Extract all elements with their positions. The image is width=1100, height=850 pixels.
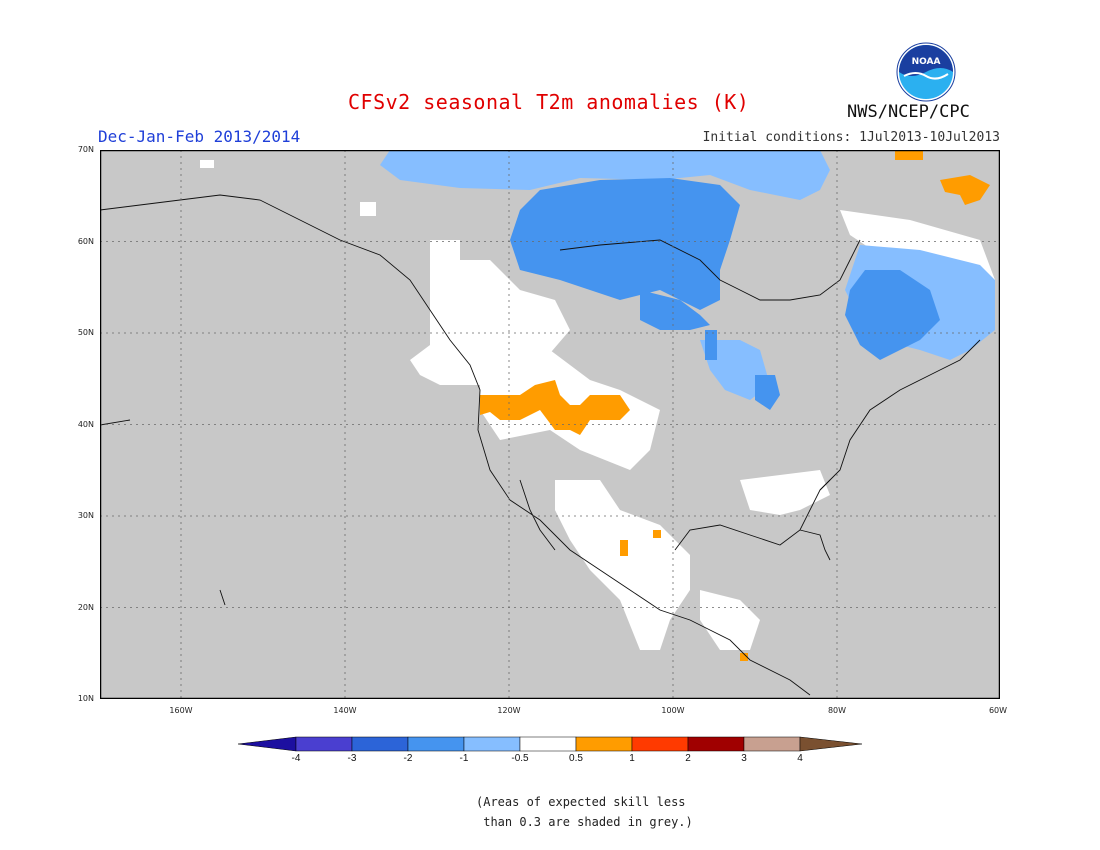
colorbar-swatch — [631, 736, 689, 752]
coastlines — [100, 194, 981, 696]
colorbar-label: 3 — [741, 753, 747, 764]
lon-label: 80W — [827, 706, 847, 715]
colorbar-label: 0.5 — [569, 753, 583, 764]
map-title: CFSv2 seasonal T2m anomalies (K) — [348, 90, 750, 114]
colorbar-label: -0.5 — [511, 753, 529, 764]
colorbar-label: 4 — [797, 753, 803, 764]
lat-label: 20N — [77, 603, 94, 612]
lat-label: 50N — [77, 328, 94, 337]
lon-label: 60W — [988, 706, 1008, 715]
anomaly-map — [100, 150, 1000, 699]
lat-label: 60N — [77, 237, 94, 246]
colorbar — [238, 736, 862, 752]
noaa-logo: NOAA — [896, 42, 956, 102]
lon-label: 120W — [497, 706, 521, 715]
colorbar-swatch — [463, 736, 521, 752]
season-label: Dec-Jan-Feb 2013/2014 — [98, 127, 301, 146]
colorbar-swatch — [687, 736, 745, 752]
lat-label: 70N — [77, 145, 94, 154]
colorbar-lower-arrow — [238, 736, 297, 752]
colorbar-swatch — [519, 736, 577, 752]
colorbar-swatch — [743, 736, 801, 752]
lon-label: 160W — [169, 706, 193, 715]
colorbar-label: -3 — [347, 753, 357, 764]
colorbar-swatch — [295, 736, 353, 752]
skill-note: (Areas of expected skill less than 0.3 a… — [476, 795, 693, 829]
lon-label: 100W — [661, 706, 685, 715]
initial-conditions: Initial conditions: 1Jul2013-10Jul2013 — [702, 130, 1000, 145]
agency-label: NWS/NCEP/CPC — [847, 102, 970, 122]
lat-label: 40N — [77, 420, 94, 429]
lon-label: 140W — [333, 706, 357, 715]
logo-text: NOAA — [912, 57, 941, 67]
warm-anomalies — [480, 150, 990, 661]
colorbar-upper-arrow — [799, 736, 862, 752]
colorbar-label: -4 — [291, 753, 301, 764]
colorbar-label: -1 — [459, 753, 469, 764]
lat-label: 30N — [77, 511, 94, 520]
gridlines — [100, 150, 1000, 699]
colorbar-label: -2 — [403, 753, 413, 764]
blue-anomalies — [510, 178, 940, 410]
map-frame — [100, 150, 1000, 699]
colorbar-swatch — [351, 736, 409, 752]
lat-label: 10N — [77, 694, 94, 703]
colorbar-swatch — [407, 736, 465, 752]
colorbar-swatch — [575, 736, 633, 752]
colorbar-label: 1 — [629, 753, 635, 764]
colorbar-label: 2 — [685, 753, 691, 764]
